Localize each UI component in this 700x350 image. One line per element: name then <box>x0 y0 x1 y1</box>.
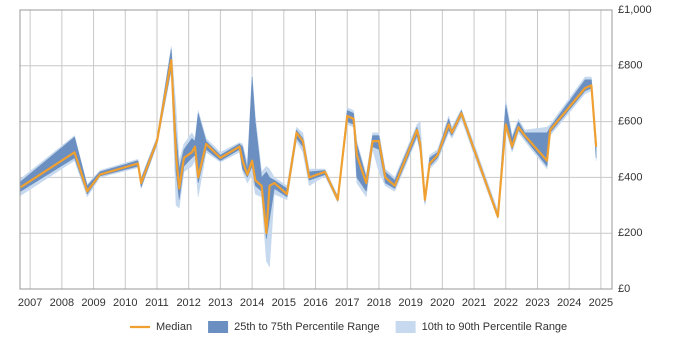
plot-border <box>19 9 613 290</box>
y-tick-label: £0 <box>618 283 630 295</box>
x-tick-label: 2025 <box>589 297 613 309</box>
x-tick-label: 2009 <box>81 297 105 309</box>
legend-swatch <box>208 321 229 333</box>
legend-label: Median <box>156 321 192 333</box>
x-tick-label: 2023 <box>525 297 549 309</box>
median-line <box>20 59 598 235</box>
x-tick-label: 2020 <box>430 297 454 309</box>
x-tick-label: 2010 <box>113 297 137 309</box>
y-tick-label: £1,000 <box>618 4 652 16</box>
x-tick-label: 2008 <box>50 297 74 309</box>
x-tick-label: 2017 <box>335 297 359 309</box>
y-tick-label: £600 <box>618 116 642 128</box>
y-tick-label: £800 <box>618 60 642 72</box>
legend-label: 10th to 90th Percentile Range <box>422 321 568 333</box>
x-tick-label: 2014 <box>240 297 264 309</box>
x-tick-label: 2012 <box>176 297 200 309</box>
y-tick-label: £200 <box>618 227 642 239</box>
x-tick-label: 2022 <box>494 297 518 309</box>
legend-label: 25th to 75th Percentile Range <box>234 321 380 333</box>
x-tick-label: 2021 <box>462 297 486 309</box>
x-tick-label: 2018 <box>367 297 391 309</box>
x-tick-label: 2011 <box>145 297 169 309</box>
x-tick-label: 2015 <box>272 297 296 309</box>
x-tick-label: 2007 <box>18 297 42 309</box>
legend-swatch <box>395 321 416 333</box>
y-tick-label: £400 <box>618 171 642 183</box>
x-tick-label: 2016 <box>303 297 327 309</box>
x-tick-label: 2019 <box>398 297 422 309</box>
x-tick-label: 2013 <box>208 297 232 309</box>
x-tick-label: 2024 <box>557 297 581 309</box>
